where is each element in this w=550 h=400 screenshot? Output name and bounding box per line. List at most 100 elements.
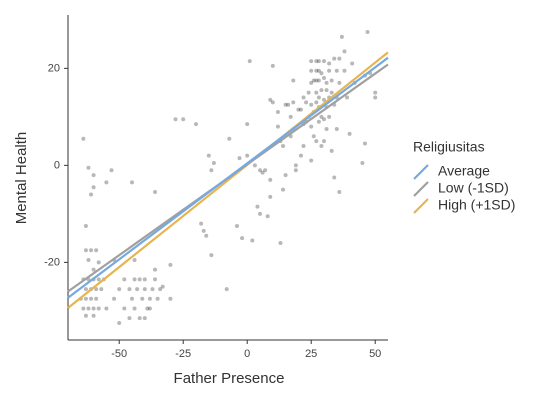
x-tick-label: -25 [175, 348, 191, 360]
data-point [240, 236, 245, 241]
data-point [324, 88, 329, 93]
x-tick-label: -50 [111, 348, 127, 360]
data-point [316, 59, 321, 64]
data-point [209, 253, 214, 258]
data-point [260, 170, 265, 175]
data-point [304, 100, 309, 105]
y-tick-label: -20 [44, 256, 60, 268]
data-point [316, 119, 321, 124]
data-point [314, 90, 319, 95]
data-point [91, 306, 96, 311]
y-tick-label: 20 [48, 62, 60, 74]
data-point [199, 221, 204, 226]
data-point [245, 153, 250, 158]
data-point [224, 287, 229, 292]
regression-line [67, 51, 389, 309]
data-point [293, 168, 298, 173]
data-point [255, 204, 260, 209]
data-point [337, 80, 342, 85]
data-point [337, 56, 342, 61]
data-point [140, 296, 145, 301]
data-point [83, 313, 88, 318]
data-point [99, 287, 104, 292]
data-point [117, 287, 122, 292]
data-point [311, 78, 316, 83]
data-point [316, 95, 321, 100]
data-point [127, 316, 132, 321]
data-point [117, 321, 122, 326]
data-point [209, 168, 214, 173]
data-point [83, 224, 88, 229]
legend-label: Average [438, 163, 490, 179]
data-point [309, 59, 314, 64]
data-point [130, 296, 134, 301]
data-point [365, 29, 370, 34]
data-point [329, 148, 334, 153]
data-point [135, 287, 140, 292]
data-point [132, 277, 137, 282]
data-point [324, 80, 329, 85]
data-point [96, 277, 101, 282]
regression-line [67, 56, 389, 299]
data-point [268, 97, 273, 102]
y-tick-label: 0 [54, 159, 60, 171]
data-point [283, 102, 288, 107]
data-point [83, 248, 88, 253]
legend-key [413, 181, 429, 197]
data-point [291, 100, 296, 105]
data-point [309, 68, 314, 73]
data-point [158, 287, 163, 292]
data-point [309, 80, 314, 85]
data-point [250, 238, 255, 243]
data-point [245, 122, 250, 127]
data-point [89, 248, 94, 253]
data-point [350, 61, 355, 66]
data-point [319, 143, 324, 148]
data-point [275, 110, 280, 115]
data-point [332, 56, 337, 61]
data-point [339, 34, 344, 39]
data-point [168, 262, 173, 267]
data-point [137, 277, 142, 282]
data-point [301, 143, 306, 148]
data-point [132, 257, 137, 262]
data-point [342, 68, 347, 73]
y-axis-title: Mental Health [13, 132, 30, 225]
data-point [168, 296, 173, 301]
data-point [322, 117, 326, 122]
data-point [96, 306, 101, 311]
data-point [278, 240, 283, 245]
data-point [86, 165, 91, 170]
x-tick-label: 50 [369, 348, 381, 360]
data-point [322, 97, 326, 102]
data-point [104, 180, 109, 185]
data-point [329, 78, 334, 83]
data-point [132, 306, 137, 311]
data-point [322, 76, 326, 81]
x-axis-title: Father Presence [174, 370, 285, 387]
data-point [298, 107, 303, 112]
data-point [127, 287, 132, 292]
data-point [281, 187, 286, 192]
data-point [258, 168, 262, 173]
data-point [311, 134, 316, 139]
data-point [94, 287, 99, 292]
data-point [227, 136, 232, 141]
data-point [153, 267, 158, 272]
data-point [283, 173, 288, 178]
data-point [319, 114, 324, 119]
legend-label: High (+1SD) [438, 197, 515, 213]
data-point [153, 277, 158, 282]
data-point [334, 68, 339, 73]
data-point [211, 160, 216, 165]
legend-key [413, 164, 429, 180]
data-point [314, 68, 319, 73]
data-point [83, 287, 88, 292]
data-point [142, 277, 147, 282]
data-point [293, 163, 298, 168]
data-point [109, 168, 114, 173]
data-point [265, 214, 270, 219]
data-point [263, 168, 268, 173]
data-point [327, 114, 332, 119]
